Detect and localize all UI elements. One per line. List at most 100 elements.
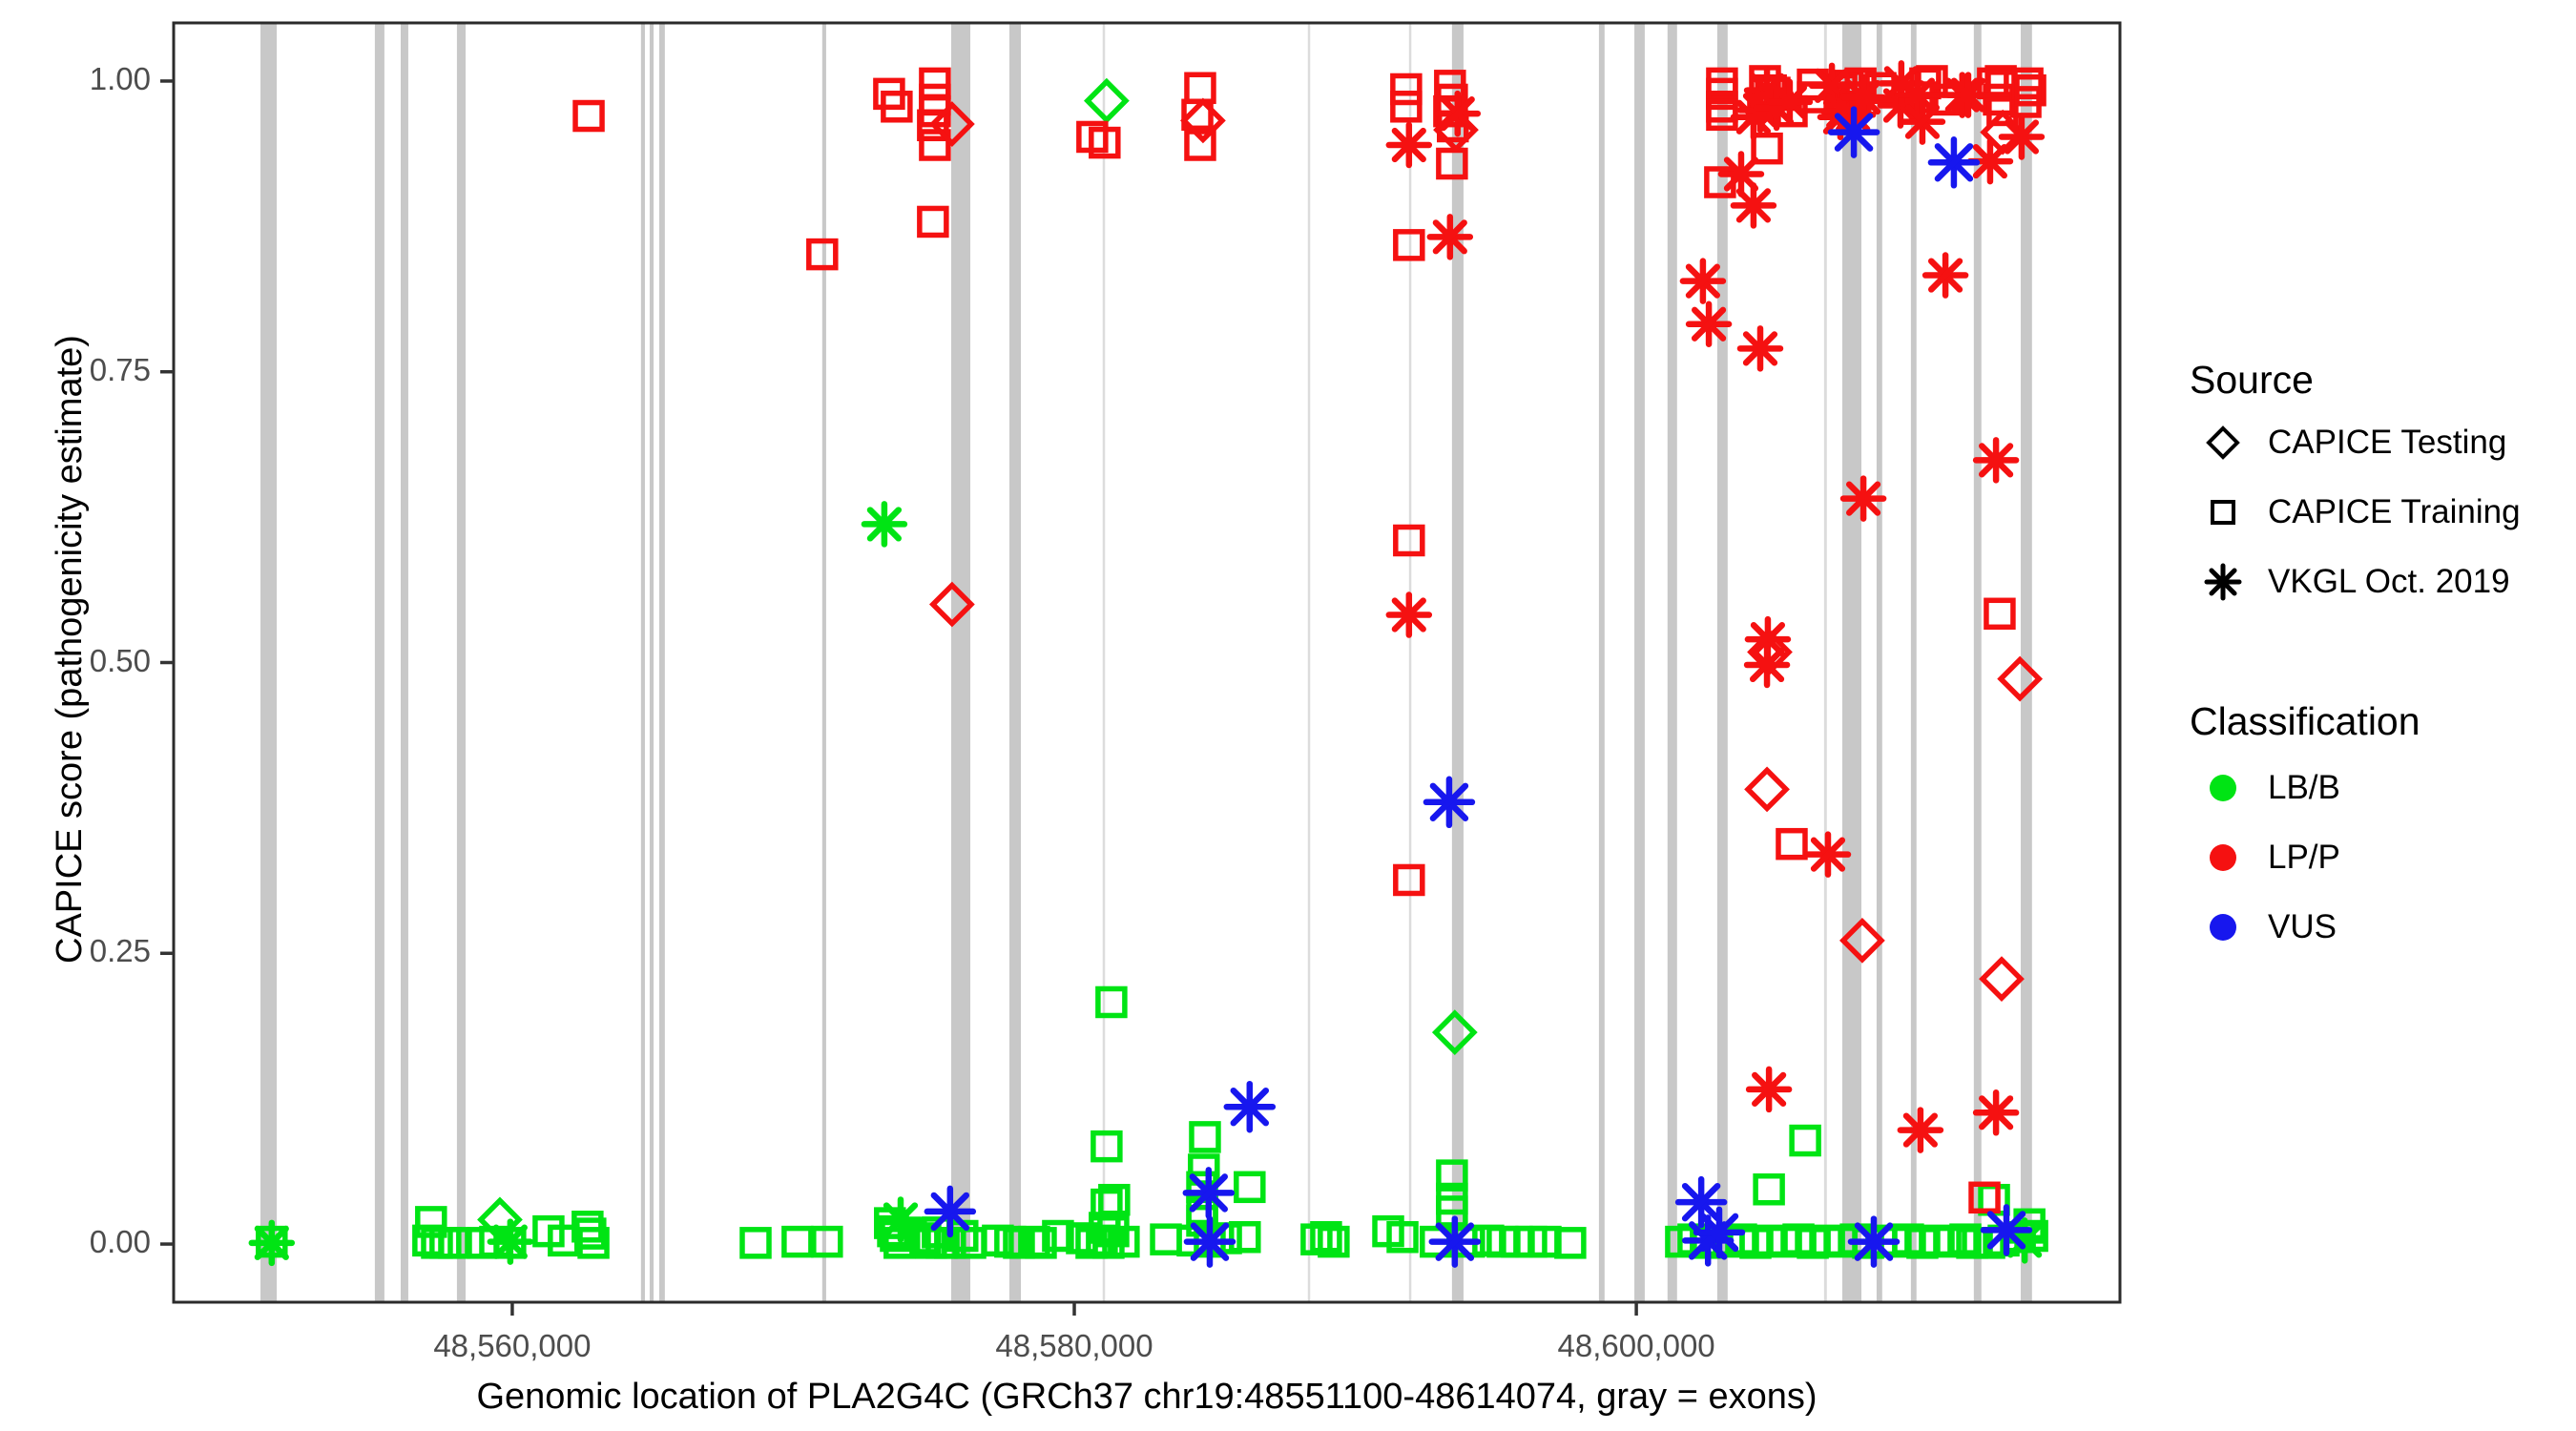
asterisk-ray [1904, 104, 1941, 139]
data-point [1984, 597, 2016, 631]
exon-bar [640, 23, 645, 1302]
data-point [739, 1227, 772, 1259]
legend-color-dot-lpp [2210, 844, 2236, 871]
data-point [1089, 126, 1121, 159]
data-point [1980, 1204, 2033, 1256]
data-point [1966, 137, 2014, 185]
asterisk-ray [1927, 258, 1963, 293]
data-point [1184, 72, 1216, 105]
data-point [1972, 1089, 2020, 1136]
data-point [928, 581, 975, 628]
data-point [1743, 641, 1791, 689]
legend-square-icon [2211, 500, 2235, 525]
data-point [877, 1196, 924, 1243]
asterisk-ray [1845, 481, 1881, 516]
asterisk-ray [1429, 782, 1469, 822]
data-point [1428, 1215, 1482, 1268]
exon-bar [374, 23, 384, 1302]
data-point [928, 101, 975, 147]
exon-bar [950, 23, 971, 1302]
data-point [577, 1227, 610, 1259]
data-point [1436, 1159, 1468, 1192]
data-point [1434, 90, 1482, 137]
asterisk-ray [1883, 66, 1919, 101]
exon-bar [1634, 23, 1645, 1302]
data-point [1922, 252, 1969, 299]
y-tick-label: 1.00 [89, 60, 151, 96]
x-tick-label: 48,580,000 [995, 1328, 1153, 1363]
exon-bar [1716, 23, 1728, 1302]
data-point [1183, 1215, 1236, 1268]
legend-item-lpp: LP/P [2268, 839, 2340, 876]
exon-bar [1910, 23, 1917, 1302]
data-point [1730, 182, 1777, 229]
x-tick-label: 48,560,000 [433, 1328, 592, 1363]
asterisk-ray [1750, 622, 1786, 657]
asterisk-ray [1391, 597, 1426, 633]
data-point [1386, 1220, 1419, 1254]
data-point [248, 1219, 296, 1267]
exon-bar [1451, 23, 1464, 1302]
data-point [572, 99, 605, 133]
exon-bar [1823, 23, 1827, 1302]
data-point [571, 1211, 604, 1243]
legend-source-title: Source [2190, 358, 2314, 402]
asterisk-ray [492, 1224, 528, 1259]
series-lpp-diamond [928, 97, 2044, 1002]
data-point [1083, 77, 1130, 124]
data-point [1753, 1172, 1785, 1206]
exon-bar [1667, 23, 1677, 1302]
asterisk-ray [1854, 1222, 1894, 1261]
data-point [1979, 956, 2025, 1002]
data-point [1091, 1130, 1123, 1163]
data-point [1097, 1214, 1130, 1248]
exon-bar [1408, 23, 1412, 1302]
exon-bar [400, 23, 408, 1302]
exon-bar [1876, 23, 1882, 1302]
data-point [1972, 437, 2020, 484]
data-point [1393, 863, 1425, 897]
axis-tick-marks [160, 79, 1638, 1316]
data-point [1827, 106, 1880, 158]
data-point [781, 1225, 814, 1258]
exon-bar [260, 23, 278, 1302]
asterisk-ray [1691, 306, 1727, 342]
data-point [1108, 1225, 1140, 1258]
data-point [1736, 325, 1784, 372]
data-point [1318, 1225, 1350, 1258]
data-point [1847, 1215, 1901, 1268]
exon-bars-layer [260, 23, 2032, 1302]
asterisk-ray [1752, 1071, 1787, 1108]
legend-color-dot-vus [2210, 914, 2236, 941]
data-point [1229, 1220, 1261, 1254]
data-point [487, 1218, 534, 1265]
data-points-layer [248, 60, 2048, 1268]
exon-bar [1973, 23, 1982, 1302]
data-point [1789, 1124, 1821, 1157]
legend-classification-title: Classification [2190, 699, 2420, 743]
data-point [1717, 151, 1765, 197]
y-tick-label: 0.75 [89, 351, 151, 387]
data-point [1766, 78, 1814, 126]
asterisk-ray [2209, 568, 2237, 596]
legend-item-vus: VUS [2268, 908, 2337, 945]
asterisk-ray [1749, 73, 1785, 108]
legend-source-markers [2204, 425, 2242, 941]
data-point [1897, 1107, 1944, 1153]
y-tick-label: 0.50 [89, 642, 151, 678]
data-point [1839, 475, 1887, 522]
data-point [1390, 73, 1423, 106]
data-point [1385, 591, 1433, 638]
data-point [1025, 1227, 1057, 1259]
series-vus-asterisk [924, 106, 2033, 1268]
asterisk-ray [1735, 188, 1772, 223]
asterisk-ray [1979, 1095, 2014, 1130]
data-point [1310, 1220, 1342, 1254]
asterisk-ray [1950, 77, 1986, 113]
exon-bar [1598, 23, 1605, 1302]
data-point [1095, 985, 1128, 1019]
series-lbb-square [256, 985, 2048, 1259]
legend-asterisk-icon [2204, 563, 2242, 601]
exon-bar [1008, 23, 1022, 1302]
